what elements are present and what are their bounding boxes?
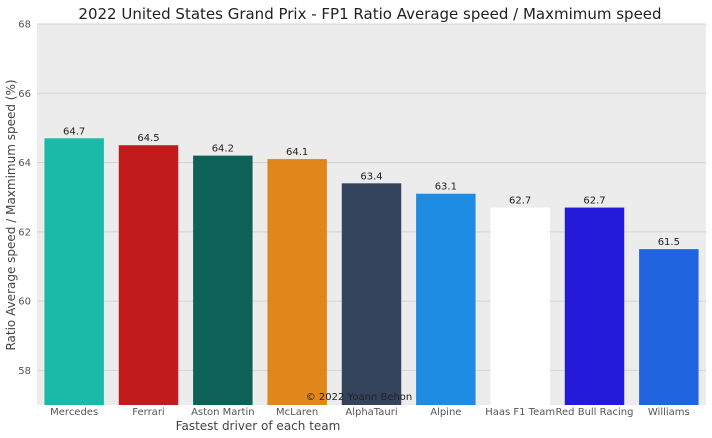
- bar: [639, 249, 699, 405]
- bar: [341, 183, 402, 405]
- x-tick-label: Alpine: [430, 407, 461, 418]
- y-tick-label: 58: [18, 366, 31, 377]
- data-label: 62.7: [509, 196, 531, 207]
- credit-text: © 2022 Yoann Behon: [306, 392, 413, 403]
- x-tick-label: Mercedes: [50, 407, 98, 418]
- bars: [44, 138, 699, 406]
- y-axis-label: Ratio Average speed / Maxmimum speed (%): [4, 79, 18, 350]
- y-tick-label: 62: [18, 227, 31, 238]
- x-tick-label: McLaren: [276, 407, 318, 418]
- data-label: 64.7: [63, 126, 85, 137]
- bar: [193, 155, 253, 405]
- x-tick-label: Ferrari: [132, 407, 164, 418]
- bar: [118, 145, 179, 405]
- y-tick-label: 66: [18, 89, 31, 100]
- data-label: 64.2: [212, 144, 234, 155]
- data-label: 61.5: [658, 237, 680, 248]
- chart-title: 2022 United States Grand Prix - FP1 Rati…: [78, 5, 661, 23]
- x-axis-label: Fastest driver of each team: [176, 419, 341, 433]
- bar: [490, 207, 550, 405]
- bar: [267, 159, 327, 405]
- data-label: 63.4: [360, 171, 382, 182]
- x-tick-labels: Mercedes Ferrari Aston Martin McLaren AlphaT…: [50, 407, 690, 418]
- bar: [44, 138, 104, 406]
- y-tick-label: 60: [18, 297, 31, 308]
- x-tick-label: Aston Martin: [191, 407, 255, 418]
- x-tick-label: AlphaTauri: [345, 407, 397, 418]
- y-tick-label: 68: [18, 20, 31, 31]
- data-labels: 64.7 64.5 64.2 64.1 63.4 63.1 62.7 62.7 61.5: [63, 126, 680, 248]
- bar: [416, 193, 476, 405]
- y-tick-label: 64: [18, 158, 31, 169]
- data-label: 64.5: [137, 133, 159, 144]
- data-label: 62.7: [583, 196, 605, 207]
- data-label: 64.1: [286, 147, 308, 158]
- bar: [564, 207, 625, 405]
- x-tick-label: Red Bull Racing: [556, 407, 634, 418]
- y-tick-labels: 58 60 62 64 66 68: [18, 20, 31, 377]
- x-tick-label: Haas F1 Team: [485, 407, 555, 418]
- data-label: 63.1: [435, 182, 457, 193]
- x-tick-label: Williams: [648, 407, 690, 418]
